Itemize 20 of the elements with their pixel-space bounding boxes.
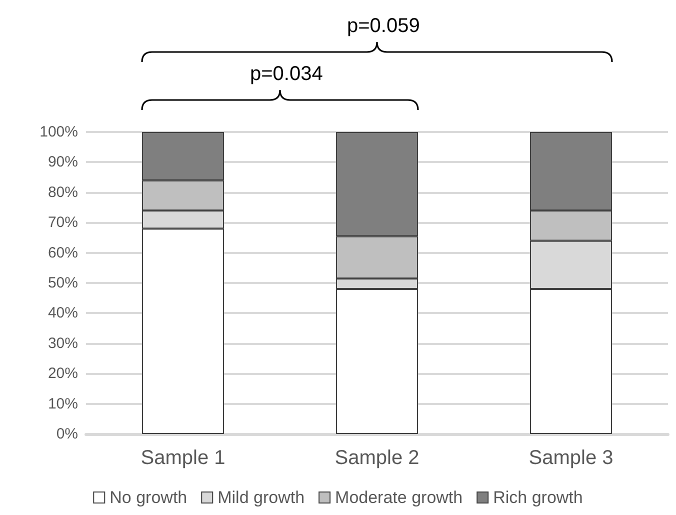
y-tick-label: 50% bbox=[48, 274, 78, 292]
legend-label: Mild growth bbox=[218, 488, 305, 507]
x-tick-label: Sample 1 bbox=[140, 447, 226, 469]
y-tick-label: 30% bbox=[48, 334, 78, 352]
y-tick-label: 0% bbox=[56, 426, 78, 442]
x-tick-label: Sample 3 bbox=[528, 447, 614, 469]
y-tick-label: 40% bbox=[48, 304, 78, 322]
legend-label: No growth bbox=[110, 488, 188, 507]
y-tick-label: 60% bbox=[48, 244, 78, 262]
text: p=0.034 bbox=[250, 63, 323, 85]
y-tick-label: 80% bbox=[48, 184, 78, 201]
legend-label: Rich growth bbox=[493, 488, 583, 507]
y-tick-label: 90% bbox=[48, 154, 78, 171]
legend-label: Moderate growth bbox=[335, 488, 463, 507]
y-tick-label: 70% bbox=[48, 214, 78, 232]
x-tick-label: Sample 2 bbox=[334, 447, 420, 469]
y-tick-label: 100% bbox=[40, 124, 78, 140]
y-tick-label: 10% bbox=[48, 395, 78, 412]
y-tick-label: 20% bbox=[48, 365, 78, 382]
text: p=0.059 bbox=[347, 15, 420, 37]
